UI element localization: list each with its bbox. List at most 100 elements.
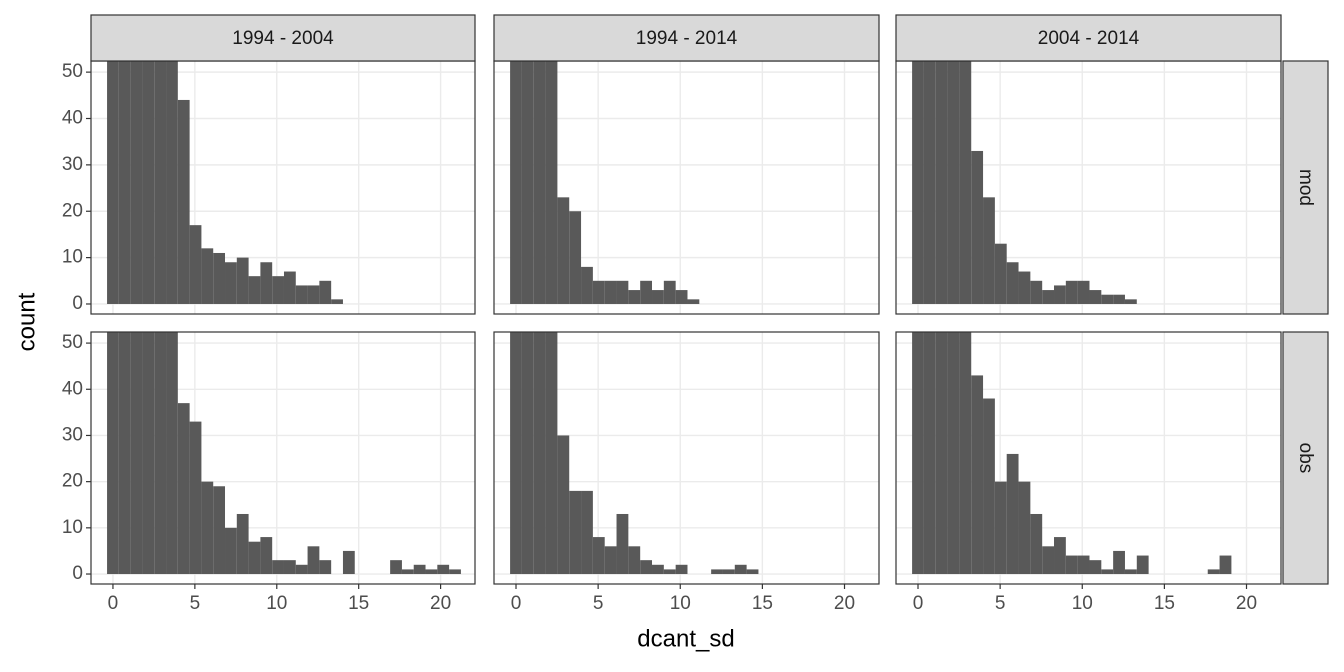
y-axis-title: count xyxy=(13,292,40,351)
bar xyxy=(1219,555,1232,575)
bar xyxy=(983,398,995,575)
bar xyxy=(1089,290,1102,304)
bar xyxy=(923,61,936,304)
bar xyxy=(1089,560,1102,575)
bar xyxy=(971,375,984,575)
strip xyxy=(895,14,1282,62)
x-tick-label: 10 xyxy=(670,593,691,614)
x-tick-label: 20 xyxy=(834,593,855,614)
bars xyxy=(510,332,759,575)
bar xyxy=(1054,285,1066,304)
bar xyxy=(557,435,570,575)
x-tick-label: 5 xyxy=(593,593,604,614)
bar xyxy=(189,421,202,575)
bars xyxy=(107,332,461,575)
bar xyxy=(983,197,995,304)
bar xyxy=(225,262,237,304)
y-tick-label: 20 xyxy=(62,200,83,221)
bar xyxy=(912,61,924,304)
bar xyxy=(307,546,320,575)
bar xyxy=(711,569,723,575)
bar xyxy=(947,332,960,575)
bars xyxy=(912,332,1232,575)
bar xyxy=(1101,294,1114,304)
y-tick-label: 30 xyxy=(62,154,83,175)
bar xyxy=(107,332,119,575)
bar xyxy=(1077,280,1090,304)
bar xyxy=(1006,453,1019,575)
bar xyxy=(213,252,226,304)
strip-label: 1994 - 2014 xyxy=(636,28,738,49)
bar xyxy=(437,564,450,575)
bar xyxy=(401,569,414,575)
x-tick-label: 10 xyxy=(266,593,287,614)
bar xyxy=(331,299,343,304)
bar xyxy=(569,490,582,575)
bar xyxy=(592,280,605,304)
bar xyxy=(107,61,119,304)
bar xyxy=(319,560,332,575)
bar xyxy=(236,513,249,575)
bar xyxy=(130,332,143,575)
bar xyxy=(1113,550,1125,575)
bar xyxy=(569,211,582,304)
y-tick-label: 50 xyxy=(62,332,83,353)
bar xyxy=(1042,290,1055,304)
bar xyxy=(295,285,308,304)
bar xyxy=(1006,262,1019,304)
bar xyxy=(592,537,605,575)
bar xyxy=(663,569,676,575)
bar xyxy=(533,332,546,575)
bar xyxy=(283,560,296,575)
y-tick-label: 0 xyxy=(72,563,83,584)
bar xyxy=(1113,294,1125,304)
bar xyxy=(912,332,924,575)
x-tick-label: 15 xyxy=(348,593,369,614)
bar xyxy=(1054,537,1066,575)
y-tick-label: 40 xyxy=(62,378,83,399)
bar xyxy=(581,490,593,575)
bar xyxy=(510,332,522,575)
bar xyxy=(260,537,273,575)
bar xyxy=(248,276,261,304)
bar xyxy=(557,197,570,304)
bar xyxy=(1077,555,1090,575)
x-tick-label: 5 xyxy=(190,593,201,614)
bar xyxy=(319,280,332,304)
bars xyxy=(912,61,1137,304)
bar xyxy=(189,225,202,304)
bar xyxy=(935,61,948,304)
bar xyxy=(283,271,296,304)
bar xyxy=(236,257,249,304)
bar xyxy=(130,61,143,304)
bar xyxy=(260,262,273,304)
bar xyxy=(675,290,688,304)
bar xyxy=(1042,546,1055,575)
strip-label: obs xyxy=(1295,443,1316,474)
bar xyxy=(1101,569,1114,575)
bars xyxy=(510,61,700,304)
bar xyxy=(628,546,641,575)
bar xyxy=(142,332,155,575)
bar xyxy=(923,332,936,575)
strip-label: 2004 - 2014 xyxy=(1038,28,1140,49)
bar xyxy=(971,150,984,304)
bar xyxy=(1065,555,1078,575)
x-axis-title: dcant_sd xyxy=(637,625,734,652)
bar xyxy=(177,99,190,304)
strip xyxy=(1282,331,1329,585)
x-tick-label: 10 xyxy=(1072,593,1093,614)
y-tick-label: 10 xyxy=(62,247,83,268)
bar xyxy=(118,61,131,304)
bar xyxy=(640,280,653,304)
strip-label: 1994 - 2004 xyxy=(232,28,334,49)
bar xyxy=(166,332,178,575)
panel-border xyxy=(90,331,476,585)
bar xyxy=(248,541,261,575)
y-tick-label: 20 xyxy=(62,471,83,492)
bar xyxy=(225,527,237,575)
bar xyxy=(675,564,688,575)
bar xyxy=(1136,555,1149,575)
bar xyxy=(1018,271,1031,304)
